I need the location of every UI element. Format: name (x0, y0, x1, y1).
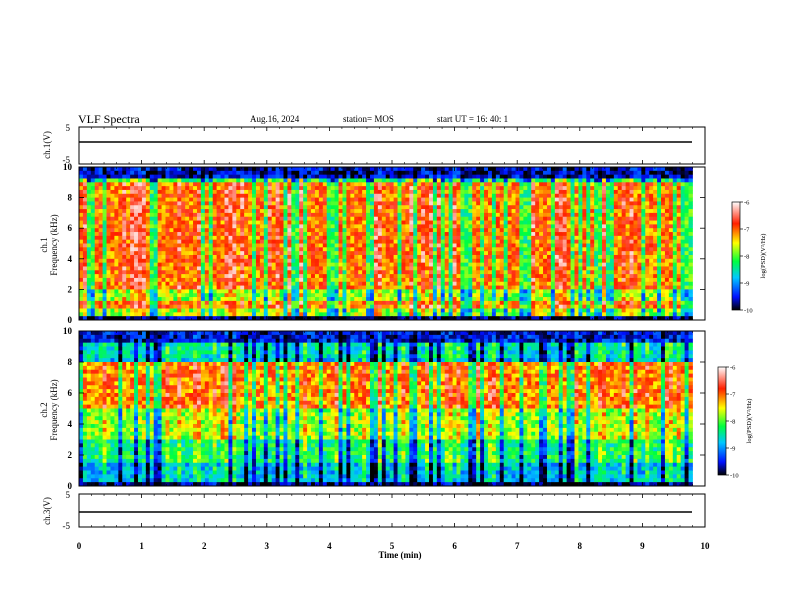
time-tick-label: 7 (515, 541, 520, 551)
colorbar-tick-label: -9 (744, 281, 749, 288)
ch3-waveform-ylabel: ch.3(V) (42, 497, 52, 525)
time-tick-label: 2 (202, 541, 207, 551)
station-label: station= MOS (343, 114, 394, 124)
ch2-spectrogram-yticks: 0 2 4 6 8 10 (63, 326, 705, 491)
ch2-spectrogram-heatmap (79, 331, 693, 487)
ch2-colorbar-label: log(PSD)(V²/Hz) (746, 399, 753, 444)
frequency-tick-label: 6 (68, 223, 73, 233)
ch1-waveform-ylabel: ch.1(V) (42, 131, 52, 159)
frequency-tick-label: 4 (68, 254, 73, 264)
ch1-spectrogram-panel: 0 2 4 6 8 10 ch.1 Frequency (kHz) -6 -7 -8 -9 -10… (39, 162, 767, 325)
time-tick-label: 3 (265, 541, 270, 551)
colorbar-tick-label: -9 (730, 446, 735, 453)
ch3-ytick-top: 5 (66, 490, 71, 500)
time-axis: 0 1 2 3 4 5 6 7 8 9 10 (77, 127, 710, 551)
time-tick-label: 8 (578, 541, 583, 551)
frequency-tick-label: 4 (68, 419, 73, 429)
colorbar-tick-label: -10 (730, 473, 739, 480)
colorbar-tick-label: -7 (730, 392, 736, 399)
ch1-colorbar-ticks: -6 -7 -8 -9 -10 (740, 200, 753, 315)
time-tick-label: 1 (139, 541, 144, 551)
colorbar-tick-label: -10 (744, 308, 753, 315)
start-time-label: start UT = 16: 40: 1 (437, 114, 509, 124)
frequency-tick-label: 10 (63, 326, 73, 336)
time-tick-label: 6 (452, 541, 457, 551)
ch1-ytick-top: 5 (66, 123, 71, 133)
ch1-spectrogram-ylabel-channel: ch.1 (39, 237, 49, 252)
frequency-tick-label: 6 (68, 388, 73, 398)
ch1-colorbar-label: log(PSD)(V²/Hz) (760, 234, 767, 279)
ch1-ytick-bottom: -5 (63, 155, 71, 165)
ch2-spectrogram-ylabel-channel: ch.2 (39, 402, 49, 417)
time-tick-label: 0 (77, 541, 82, 551)
ch1-spectrogram-heatmap (79, 167, 693, 321)
date-label: Aug.16, 2024 (250, 114, 300, 124)
time-tick-label: 10 (701, 541, 711, 551)
colorbar-tick-label: -6 (730, 365, 736, 372)
colorbar-tick-label: -8 (744, 254, 749, 261)
frequency-tick-label: 0 (68, 481, 73, 491)
ch1-colorbar (731, 201, 741, 311)
frequency-tick-label: 10 (63, 162, 73, 172)
chart-title: VLF Spectra (78, 112, 140, 126)
ch1-spectrogram-ylabel-frequency: Frequency (kHz) (49, 214, 59, 275)
ch2-colorbar (717, 366, 727, 476)
frequency-tick-label: 2 (68, 284, 73, 294)
frequency-tick-label: 2 (68, 450, 73, 460)
ch2-spectrogram-panel: 0 2 4 6 8 10 ch.2 Frequency (kHz) -6 -7 -8 -9 -10… (39, 326, 753, 491)
ch2-colorbar-ticks: -6 -7 -8 -9 -10 (726, 365, 739, 480)
ch3-ytick-bottom: -5 (63, 521, 71, 531)
frequency-tick-label: 8 (68, 357, 73, 367)
ch2-spectrogram-ylabel-frequency: Frequency (kHz) (49, 379, 59, 440)
frequency-tick-label: 0 (68, 315, 73, 325)
colorbar-tick-label: -6 (744, 200, 750, 207)
time-tick-label: 4 (327, 541, 332, 551)
colorbar-tick-label: -7 (744, 227, 750, 234)
frequency-tick-label: 8 (68, 193, 73, 203)
time-tick-label: 9 (640, 541, 645, 551)
ch1-spectrogram-yticks: 0 2 4 6 8 10 (63, 162, 705, 325)
time-tick-label: 5 (390, 541, 395, 551)
time-axis-label: Time (min) (378, 550, 421, 560)
colorbar-tick-label: -8 (730, 419, 735, 426)
